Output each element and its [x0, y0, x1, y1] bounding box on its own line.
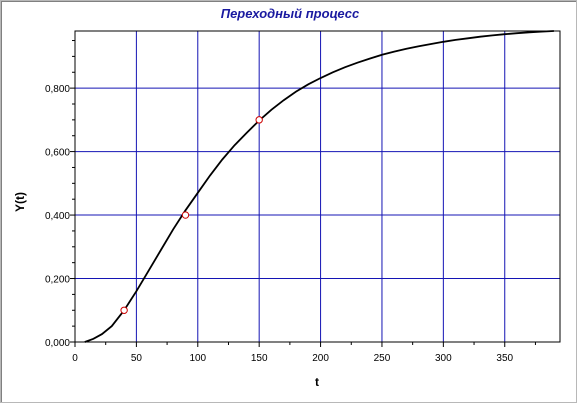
x-tick-label: 100	[189, 353, 206, 364]
y-axis-label: Y(t)	[13, 192, 27, 212]
y-tick-label: 0,600	[45, 148, 70, 159]
x-axis: 0 50 100 150 200 250 300 350	[72, 342, 536, 364]
x-axis-label: t	[315, 375, 319, 389]
x-tick-label: 50	[131, 353, 143, 364]
x-tick-label: 150	[251, 353, 268, 364]
chart-title: Переходный процесс	[221, 6, 360, 21]
grid	[75, 31, 560, 342]
data-point-marker	[120, 306, 128, 314]
plot-border	[74, 30, 561, 343]
y-tick-label: 0,200	[45, 275, 70, 286]
series-line	[84, 30, 554, 343]
x-tick-label: 200	[312, 353, 329, 364]
y-axis: 0,000 0,200 0,400 0,600 0,800	[45, 40, 75, 349]
data-point-marker	[181, 211, 190, 219]
data-point-marker	[255, 116, 263, 124]
y-tick-label: 0,000	[45, 338, 70, 349]
y-tick-label: 0,400	[45, 211, 70, 222]
x-tick-label: 350	[496, 353, 513, 364]
y-tick-label: 0,800	[45, 84, 70, 95]
x-tick-label: 250	[374, 353, 391, 364]
x-tick-label: 0	[72, 353, 78, 364]
x-tick-label: 300	[435, 353, 452, 364]
data-markers	[120, 116, 263, 314]
